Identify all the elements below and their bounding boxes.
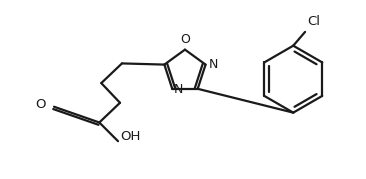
Text: N: N	[174, 83, 184, 96]
Text: O: O	[36, 98, 46, 111]
Text: O: O	[180, 33, 190, 46]
Text: OH: OH	[120, 130, 141, 143]
Text: N: N	[209, 58, 218, 71]
Text: Cl: Cl	[307, 15, 320, 28]
